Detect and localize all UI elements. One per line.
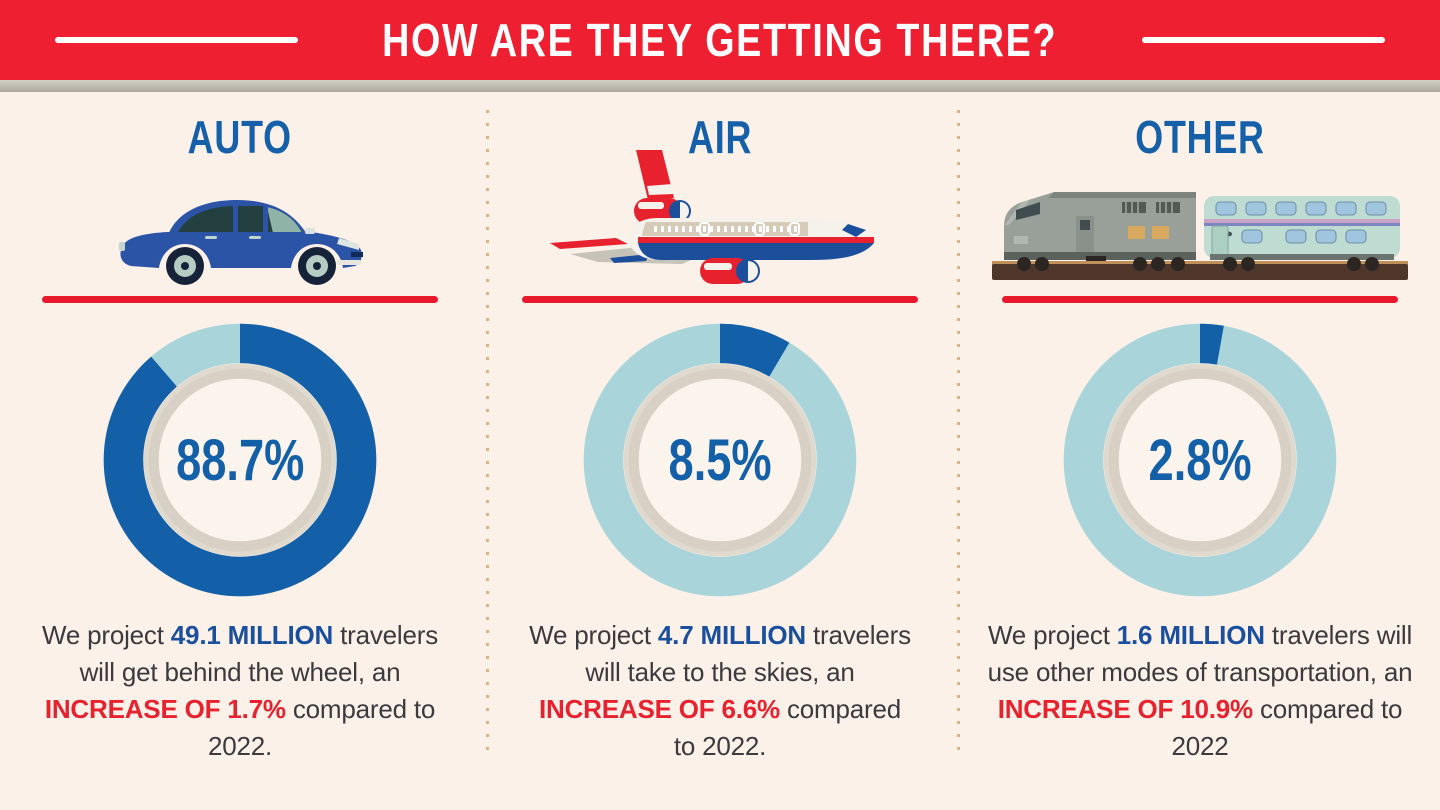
column-auto: AUTO xyxy=(0,92,480,810)
other-underline xyxy=(1002,296,1398,303)
other-heading: OTHER xyxy=(1135,111,1265,163)
car-icon xyxy=(119,200,363,285)
header-rule-right xyxy=(1141,37,1385,43)
column-air: AIR xyxy=(480,92,960,810)
air-percent-label: 8.5% xyxy=(668,427,772,493)
air-donut-chart: 8.5% xyxy=(579,319,861,601)
train-icon xyxy=(992,192,1408,280)
auto-donut-chart: 88.7% xyxy=(99,319,381,601)
auto-description: We project 49.1 MILLION travelers will g… xyxy=(41,620,439,761)
air-increase: INCREASE OF 6.6% xyxy=(538,693,780,724)
auto-heading: AUTO xyxy=(187,111,293,163)
other-donut-svg xyxy=(1063,323,1337,597)
header-rule-left xyxy=(55,37,299,43)
airplane-icon xyxy=(550,150,876,284)
auto-increase: INCREASE OF 1.7% xyxy=(44,693,286,724)
air-travelers-count: 4.7 MILLION xyxy=(657,620,806,650)
other-increase: INCREASE OF 10.9% xyxy=(997,693,1253,724)
column-other: OTHER xyxy=(960,92,1440,810)
train-illustration xyxy=(990,166,1410,286)
page-title: HOW ARE THEY GETTING THERE? xyxy=(382,14,1058,66)
auto-percent-label: 88.7% xyxy=(175,427,305,493)
car-illustration xyxy=(115,166,365,286)
air-donut-svg xyxy=(583,323,857,597)
auto-travelers-count: 49.1 MILLION xyxy=(170,620,334,650)
other-percent-label: 2.8% xyxy=(1148,427,1252,493)
header-banner: HOW ARE THEY GETTING THERE? xyxy=(0,0,1440,80)
air-underline xyxy=(522,296,918,303)
header-shadow-strip xyxy=(0,80,1440,92)
column-divider-2 xyxy=(957,110,960,758)
air-description: We project 4.7 MILLION travelers will ta… xyxy=(529,620,911,761)
air-heading: AIR xyxy=(687,111,753,163)
other-donut-chart: 2.8% xyxy=(1059,319,1341,601)
auto-donut-svg xyxy=(103,323,377,597)
columns-container: AUTO xyxy=(0,92,1440,810)
airplane-illustration xyxy=(550,150,890,286)
other-description: We project 1.6 MILLION travelers will us… xyxy=(987,620,1413,761)
other-travelers-count: 1.6 MILLION xyxy=(1116,620,1265,650)
column-divider-1 xyxy=(486,110,489,758)
auto-underline xyxy=(42,296,438,303)
